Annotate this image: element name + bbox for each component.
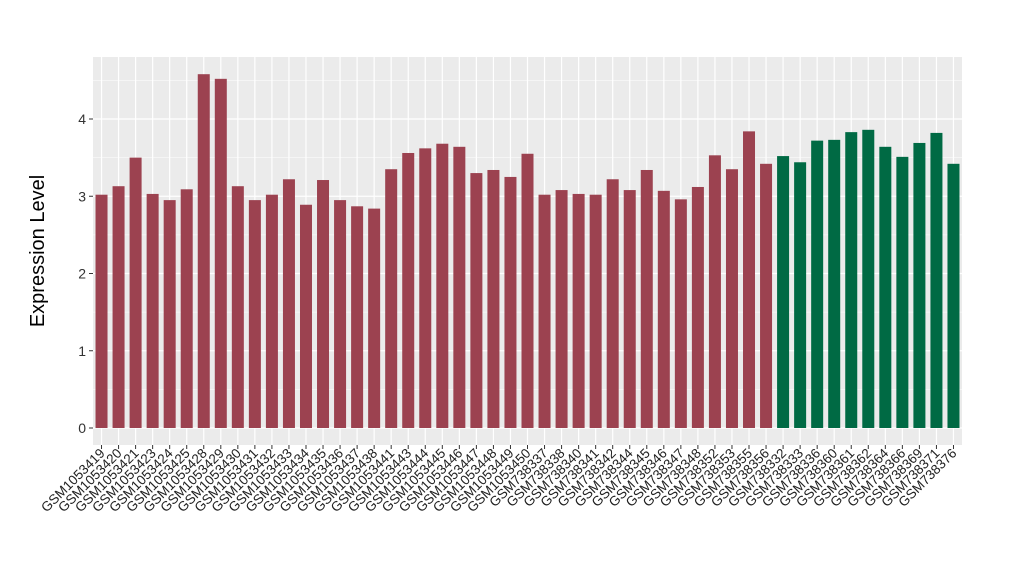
y-tick-label: 3 — [78, 188, 86, 204]
y-axis-label: Expression Level — [27, 175, 49, 327]
bar-GSM738352 — [708, 155, 721, 428]
bar-GSM1053438 — [368, 208, 381, 428]
y-tick-label: 4 — [78, 111, 86, 127]
bar-GSM738362 — [862, 129, 875, 428]
bar-GSM1053429 — [214, 78, 227, 428]
bar-GSM1053431 — [248, 200, 261, 428]
bar-GSM738333 — [794, 162, 807, 428]
bar-GSM1053432 — [265, 194, 278, 428]
bar-GSM738366 — [896, 156, 909, 429]
bar-GSM1053428 — [197, 74, 210, 428]
bar-GSM738332 — [777, 156, 790, 428]
bar-GSM738345 — [640, 169, 653, 429]
bar-GSM738347 — [674, 199, 687, 428]
bar-GSM1053424 — [163, 200, 176, 428]
bar-GSM738369 — [913, 142, 926, 428]
bar-GSM1053447 — [470, 173, 483, 428]
bars — [95, 74, 960, 429]
bar-GSM1053444 — [419, 148, 432, 429]
bar-GSM738364 — [879, 146, 892, 428]
bar-GSM738376 — [947, 163, 960, 428]
bar-GSM738340 — [572, 193, 585, 428]
bar-GSM1053448 — [487, 169, 500, 429]
y-tick-label: 1 — [78, 343, 86, 359]
bar-GSM738346 — [657, 190, 670, 428]
bar-GSM738336 — [811, 140, 824, 428]
bar-GSM1053441 — [385, 169, 398, 428]
bar-GSM1053434 — [299, 204, 312, 428]
bar-GSM738341 — [589, 194, 602, 428]
bar-GSM1053436 — [334, 200, 347, 428]
bar-GSM1053423 — [146, 193, 159, 428]
bar-GSM1053435 — [317, 180, 330, 428]
bar-GSM1053425 — [180, 189, 193, 428]
bar-GSM738348 — [691, 186, 704, 428]
bar-GSM738353 — [725, 169, 738, 428]
bar-GSM1053446 — [453, 146, 466, 428]
y-axis: 0 1 2 3 4 — [78, 111, 93, 436]
bar-GSM1053450 — [521, 153, 534, 428]
bar-GSM738371 — [930, 132, 943, 428]
bar-GSM1053430 — [231, 186, 244, 428]
bar-GSM738344 — [623, 190, 636, 428]
bar-GSM738337 — [538, 194, 551, 428]
bar-GSM738360 — [828, 139, 841, 429]
bar-GSM738338 — [555, 190, 568, 428]
x-axis: GSM1053419GSM1053420GSM1053421GSM1053423… — [38, 445, 960, 515]
bar-GSM738361 — [845, 132, 858, 428]
bar-GSM738356 — [760, 163, 773, 428]
bar-GSM1053445 — [436, 143, 449, 428]
bar-GSM738355 — [743, 131, 756, 429]
bar-GSM1053433 — [282, 179, 295, 428]
bar-GSM1053420 — [112, 186, 125, 428]
bar-GSM1053421 — [129, 157, 142, 428]
bar-GSM738342 — [606, 179, 619, 428]
bar-GSM1053443 — [402, 152, 415, 429]
bar-GSM1053437 — [351, 206, 364, 428]
y-tick-label: 2 — [78, 266, 86, 282]
y-tick-label: 0 — [78, 420, 86, 436]
bar-GSM1053449 — [504, 176, 517, 428]
bar-GSM1053419 — [95, 194, 108, 428]
